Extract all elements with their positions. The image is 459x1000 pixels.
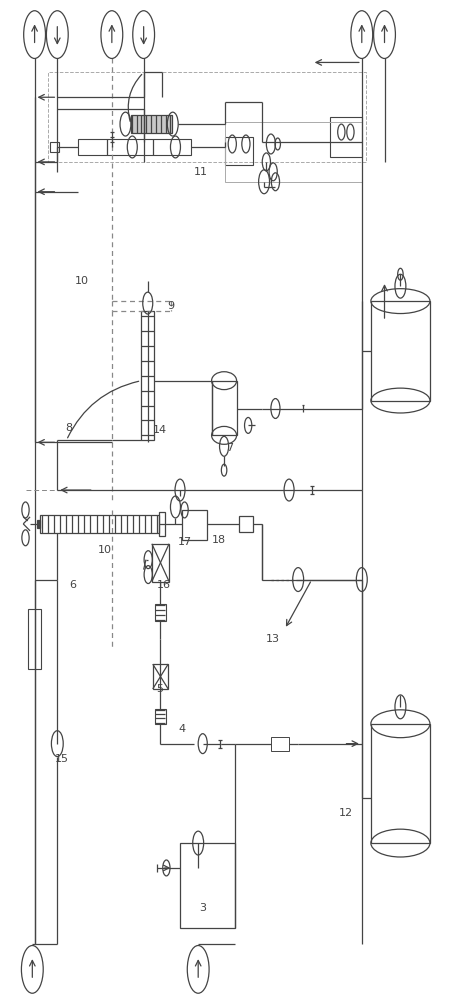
Bar xyxy=(151,544,169,582)
Text: 10: 10 xyxy=(75,276,89,286)
Bar xyxy=(48,72,365,162)
Text: 7: 7 xyxy=(226,443,233,453)
Text: 5: 5 xyxy=(156,684,162,694)
Bar xyxy=(182,510,207,540)
Bar xyxy=(158,512,165,536)
Bar xyxy=(329,117,361,157)
Bar xyxy=(155,709,166,724)
Text: 3: 3 xyxy=(199,903,206,913)
Text: 13: 13 xyxy=(266,634,280,644)
Bar xyxy=(370,301,429,401)
Bar xyxy=(225,137,252,165)
Bar xyxy=(179,843,234,928)
Bar xyxy=(141,311,154,440)
Bar xyxy=(28,609,41,669)
Bar xyxy=(152,664,168,689)
Text: 11: 11 xyxy=(193,167,207,177)
Text: 12: 12 xyxy=(338,808,352,818)
Bar xyxy=(211,381,236,435)
Text: 4: 4 xyxy=(179,724,185,734)
Bar xyxy=(37,520,40,528)
Text: 8: 8 xyxy=(65,423,72,433)
Text: 16: 16 xyxy=(157,580,171,590)
Text: 18: 18 xyxy=(211,535,225,545)
Text: 17: 17 xyxy=(177,537,191,547)
Bar xyxy=(131,115,172,133)
Text: 6: 6 xyxy=(70,580,77,590)
Bar xyxy=(239,516,252,532)
Text: 9: 9 xyxy=(167,301,174,311)
Bar xyxy=(50,142,59,152)
Bar xyxy=(225,122,361,182)
Bar xyxy=(78,139,191,155)
Bar xyxy=(270,737,288,751)
Text: 10: 10 xyxy=(98,545,112,555)
Text: 14: 14 xyxy=(152,425,166,435)
Bar xyxy=(40,515,158,533)
Bar xyxy=(370,724,429,843)
Text: 15: 15 xyxy=(55,754,69,764)
Bar xyxy=(155,604,166,621)
